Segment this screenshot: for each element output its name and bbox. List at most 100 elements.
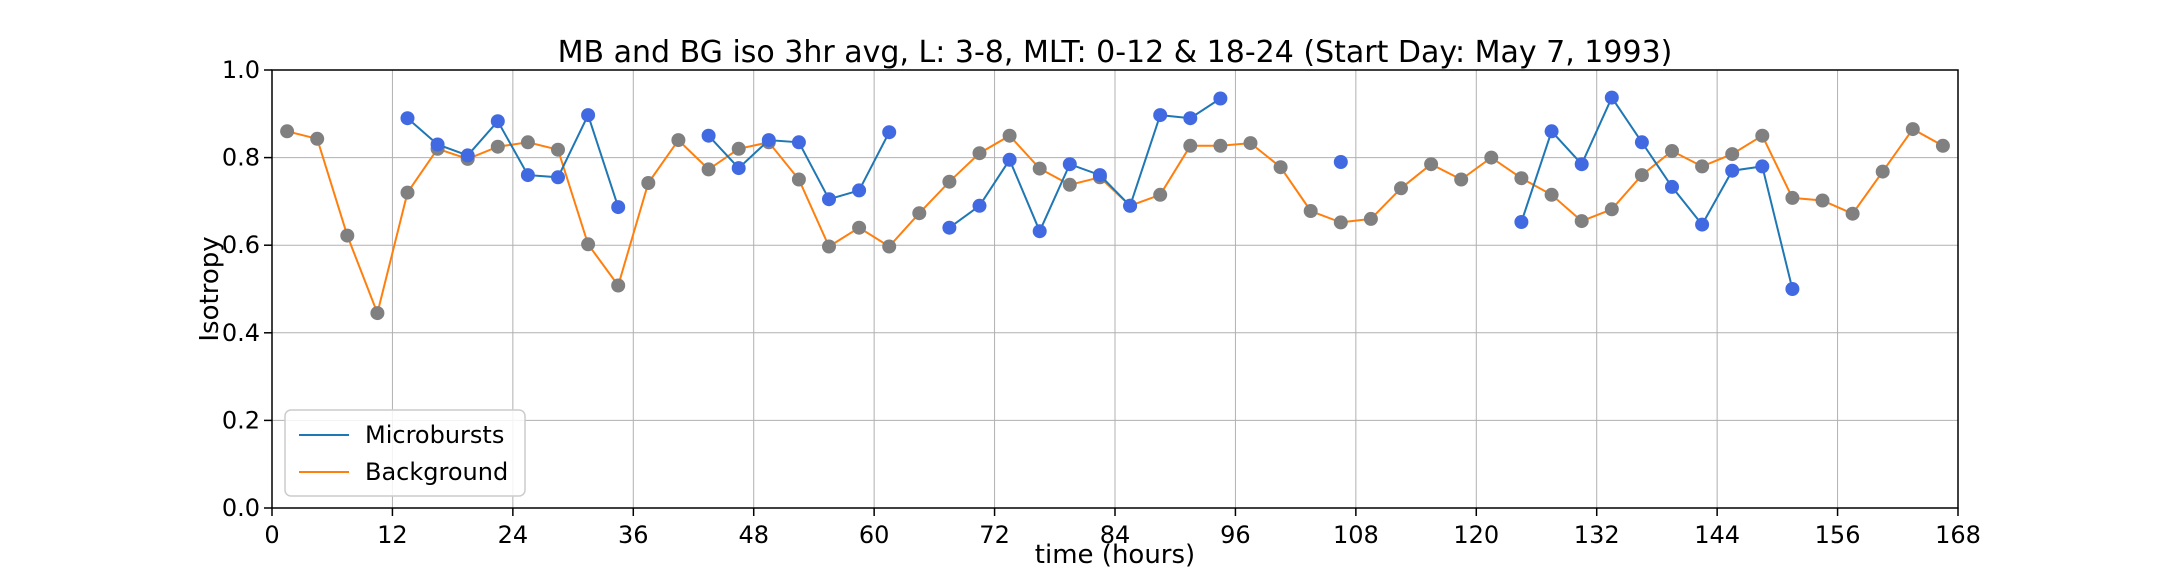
data-point-microbursts: [490, 114, 505, 129]
data-point-background: [1845, 206, 1860, 221]
legend-label-microbursts: Microbursts: [365, 421, 504, 449]
x-tick-label: 120: [1453, 521, 1499, 549]
y-tick-label: 0.2: [222, 406, 260, 434]
data-point-background: [1755, 128, 1770, 143]
x-tick-label: 108: [1333, 521, 1379, 549]
x-tick-label: 168: [1935, 521, 1981, 549]
data-point-microbursts: [972, 198, 987, 213]
data-point-background: [1935, 138, 1950, 153]
ticks: 0 12 24 36 48 60 72 84 96 108 120 132 144 156 168 0.0 0.…: [222, 56, 1981, 549]
data-point-background: [701, 162, 716, 177]
data-point-background: [1032, 161, 1047, 176]
x-axis-label: time (hours): [1035, 540, 1195, 570]
data-point-microbursts: [1123, 198, 1138, 213]
data-point-microbursts: [1002, 152, 1017, 167]
legend-box: [284, 409, 526, 497]
data-point-microbursts: [882, 125, 897, 140]
data-point-background: [1454, 172, 1469, 187]
data-point-background: [1875, 164, 1890, 179]
data-point-background: [1363, 211, 1378, 226]
data-point-background: [671, 133, 686, 148]
data-point-background: [611, 278, 626, 293]
data-point-microbursts: [1604, 90, 1619, 105]
data-point-background: [1153, 187, 1168, 202]
data-point-microbursts: [791, 135, 806, 150]
data-point-background: [520, 135, 535, 150]
data-point-background: [641, 176, 656, 190]
data-point-microbursts: [1514, 215, 1529, 229]
data-point-background: [1905, 122, 1920, 137]
data-point-background: [1695, 159, 1710, 174]
data-point-microbursts: [1785, 282, 1800, 296]
data-point-background: [1273, 160, 1288, 175]
data-point-microbursts: [520, 168, 535, 183]
data-point-microbursts: [1032, 224, 1047, 239]
data-point-background: [1183, 138, 1198, 153]
data-point-microbursts: [1213, 91, 1228, 106]
data-point-microbursts: [822, 192, 836, 207]
data-point-microbursts: [701, 128, 716, 143]
y-tick-label: 0.8: [222, 144, 260, 172]
data-point-microbursts: [1544, 124, 1559, 139]
data-point-background: [1243, 136, 1258, 151]
data-point-microbursts: [460, 148, 475, 163]
data-point-microbursts: [1062, 157, 1077, 172]
data-point-background: [1725, 147, 1740, 162]
data-point-microbursts: [581, 108, 596, 123]
data-point-background: [1484, 150, 1499, 165]
data-point-microbursts: [1333, 155, 1348, 169]
data-point-microbursts: [761, 133, 776, 148]
data-point-microbursts: [852, 183, 867, 198]
data-point-background: [1303, 204, 1318, 218]
data-point-microbursts: [1634, 135, 1649, 150]
data-point-background: [731, 141, 746, 156]
data-point-background: [912, 206, 927, 221]
data-point-background: [1815, 193, 1830, 208]
x-tick-label: 12: [377, 521, 408, 549]
data-point-microbursts: [1695, 217, 1710, 232]
data-point-background: [1785, 190, 1800, 205]
data-point-microbursts: [731, 161, 746, 176]
chart-title: MB and BG iso 3hr avg, L: 3-8, MLT: 0-12…: [558, 35, 1673, 70]
data-point-microbursts: [1153, 108, 1168, 123]
data-point-background: [1665, 144, 1679, 158]
data-point-microbursts: [1665, 179, 1679, 194]
y-axis-label: Isotropy: [195, 236, 225, 341]
x-tick-label: 60: [859, 521, 890, 549]
data-point-background: [1514, 171, 1529, 186]
data-point-background: [1333, 215, 1348, 230]
x-tick-label: 72: [979, 521, 1010, 549]
x-tick-label: 156: [1815, 521, 1861, 549]
data-point-background: [551, 142, 565, 157]
data-point-background: [972, 146, 987, 161]
data-point-microbursts: [1183, 111, 1198, 126]
data-point-microbursts: [611, 200, 626, 215]
data-point-background: [340, 228, 355, 243]
legend-label-background: Background: [365, 458, 508, 486]
x-tick-label: 144: [1694, 521, 1740, 549]
data-point-background: [791, 172, 806, 187]
data-point-background: [1424, 157, 1439, 172]
data-point-microbursts: [1574, 157, 1589, 172]
data-point-background: [1062, 177, 1077, 192]
data-point-background: [852, 220, 867, 235]
x-tick-label: 48: [738, 521, 769, 549]
data-point-background: [882, 239, 897, 254]
x-tick-label: 0: [264, 521, 279, 549]
x-tick-label: 36: [618, 521, 649, 549]
data-point-background: [400, 185, 415, 200]
data-point-microbursts: [942, 220, 957, 235]
x-tick-label: 132: [1574, 521, 1620, 549]
data-point-microbursts: [400, 111, 415, 126]
data-point-background: [822, 239, 836, 254]
data-point-background: [280, 124, 295, 139]
data-point-background: [1394, 181, 1408, 196]
data-point-background: [370, 306, 385, 321]
data-point-background: [1604, 202, 1619, 217]
data-point-background: [942, 174, 957, 189]
y-tick-label: 0.6: [222, 231, 260, 259]
data-point-microbursts: [1092, 168, 1107, 183]
data-point-microbursts: [430, 137, 445, 152]
data-point-background: [1002, 128, 1017, 143]
